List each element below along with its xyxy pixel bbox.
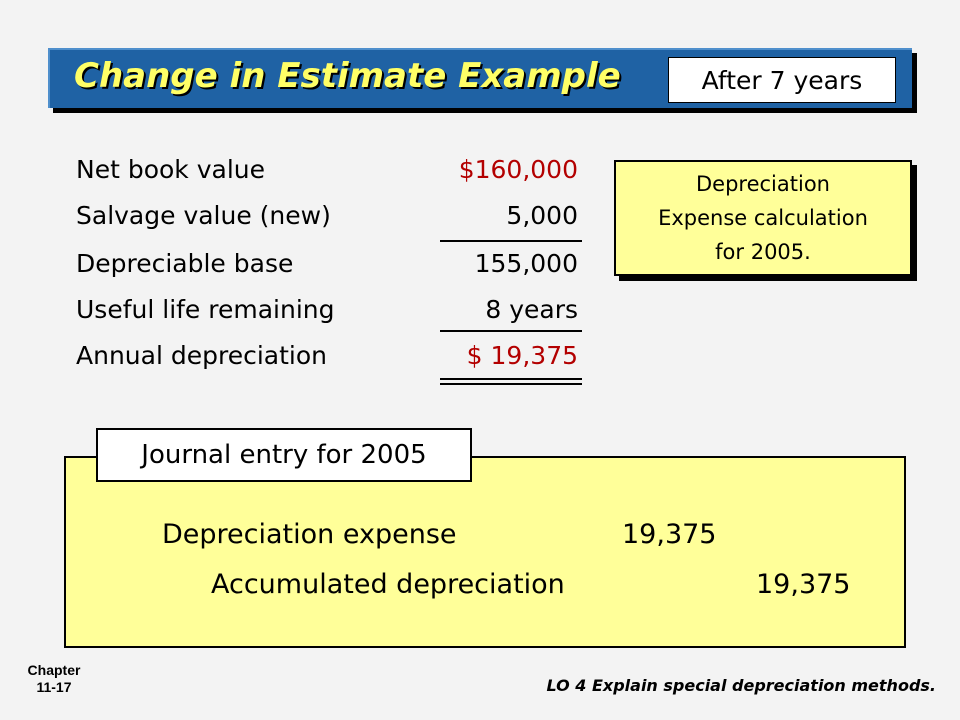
chapter-label: Chapter (27, 662, 81, 678)
note-line-2: Expense calculation (658, 206, 868, 230)
credit-amount: 19,375 (756, 569, 851, 600)
title-bar: Change in Estimate Example After 7 years (48, 48, 912, 108)
calc-label: Annual depreciation (76, 341, 327, 370)
calc-value: 5,000 (506, 201, 578, 230)
journal-entry-panel (64, 456, 906, 648)
chapter-number: 11-17 (36, 679, 72, 695)
calc-value: $ 19,375 (466, 341, 578, 370)
calculation-note: Depreciation Expense calculation for 200… (614, 160, 912, 276)
subtotal-rule (440, 240, 582, 242)
note-line-3: for 2005. (715, 240, 811, 264)
time-badge: After 7 years (668, 57, 896, 103)
calc-label: Depreciable base (76, 249, 294, 278)
double-rule-bottom (440, 383, 582, 385)
learning-objective: LO 4 Explain special depreciation method… (546, 676, 936, 695)
calc-label: Salvage value (new) (76, 201, 331, 230)
debit-account: Depreciation expense (162, 519, 457, 550)
chapter-reference: Chapter 11-17 (24, 662, 84, 696)
calc-value: $160,000 (458, 155, 578, 184)
division-rule (440, 330, 582, 332)
credit-account: Accumulated depreciation (211, 569, 565, 600)
calc-value: 155,000 (474, 249, 578, 278)
calc-value: 8 years (485, 295, 578, 324)
debit-amount: 19,375 (622, 519, 717, 550)
calc-label: Useful life remaining (76, 295, 335, 324)
note-line-1: Depreciation (696, 172, 830, 196)
double-rule-top (440, 378, 582, 380)
calc-label: Net book value (76, 155, 266, 184)
journal-entry-label: Journal entry for 2005 (96, 428, 472, 482)
slide-title: Change in Estimate Example (74, 56, 621, 96)
